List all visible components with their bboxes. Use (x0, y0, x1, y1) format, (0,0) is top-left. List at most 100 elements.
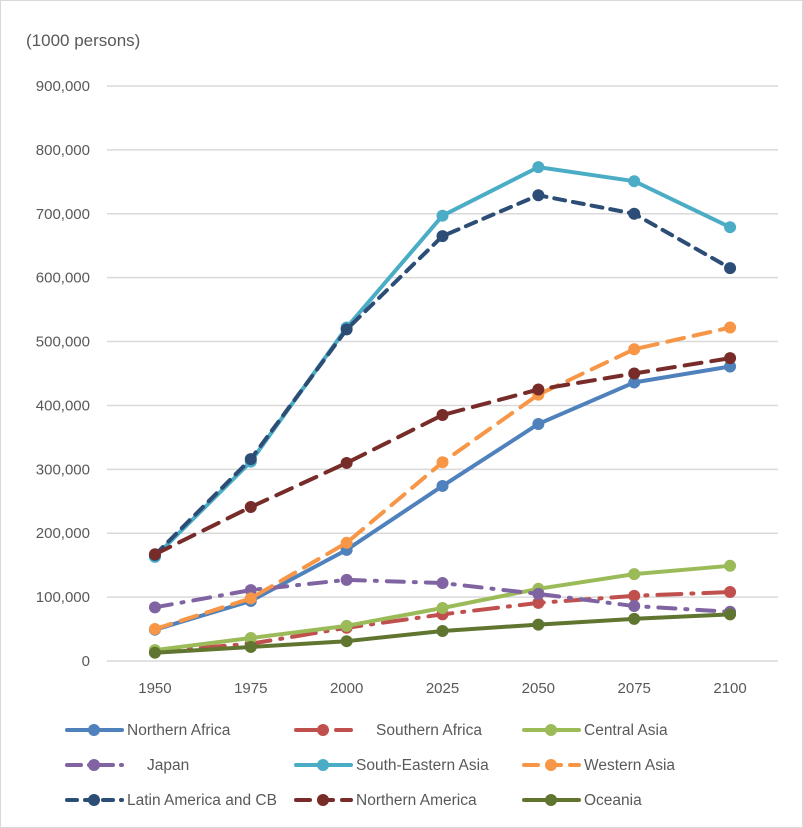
data-point (724, 360, 737, 373)
data-point (148, 548, 161, 561)
series-lines (148, 161, 737, 659)
legend-item: Northern America (294, 792, 477, 809)
y-tick-label: 500,000 (36, 334, 90, 351)
data-point (628, 207, 641, 220)
legend-item: Central Asia (522, 722, 668, 739)
legend-swatch-marker (317, 724, 329, 736)
legend-label: Northern Africa (127, 722, 231, 739)
legend-item: Japan (65, 757, 189, 774)
data-point (244, 584, 257, 597)
legend-label: Southern Africa (376, 722, 482, 739)
data-point (724, 321, 737, 334)
x-tick-label: 2000 (330, 680, 363, 697)
data-point (724, 586, 737, 598)
data-point (436, 479, 449, 492)
x-tick-label: 1975 (234, 680, 267, 697)
data-point (628, 589, 641, 602)
data-point (724, 608, 737, 621)
x-tick-label: 2050 (522, 680, 555, 697)
legend-label: Latin America and CB (127, 792, 277, 809)
data-point (244, 592, 257, 605)
legend-item: Latin America and CB (65, 792, 277, 809)
data-point (724, 559, 737, 572)
y-tick-label: 800,000 (36, 142, 90, 159)
data-point (244, 632, 257, 644)
data-point (436, 601, 449, 614)
y-axis-unit-label: (1000 persons) (26, 31, 141, 50)
data-point (340, 456, 353, 469)
legend-label: Western Asia (584, 757, 675, 774)
legend-item: Southern Africa (294, 722, 482, 739)
data-point (628, 367, 641, 380)
legend-item: Northern Africa (65, 722, 231, 739)
y-tick-label: 400,000 (36, 397, 90, 414)
legend-item: Oceania (522, 792, 642, 809)
data-point (436, 624, 449, 637)
y-axis-ticks: 0 100,000 200,000 300,000 400,000 500,000 600,… (36, 78, 90, 670)
legend-swatch-marker (545, 724, 557, 736)
series-line (152, 193, 733, 557)
data-point (436, 456, 449, 469)
data-point (436, 230, 449, 243)
x-tick-label: 2075 (618, 680, 651, 697)
data-point (628, 568, 641, 581)
data-point (340, 635, 353, 648)
data-point (436, 409, 449, 422)
series-western-asia (148, 321, 737, 636)
data-point (532, 189, 545, 202)
data-point (628, 175, 641, 188)
data-point (724, 352, 737, 365)
data-point (148, 623, 161, 636)
legend-label: Northern America (356, 792, 477, 809)
data-point (532, 618, 545, 631)
y-tick-label: 700,000 (36, 206, 90, 223)
data-point (532, 161, 545, 174)
y-tick-label: 600,000 (36, 270, 90, 287)
data-point (148, 646, 161, 659)
y-tick-label: 900,000 (36, 78, 90, 95)
data-point (628, 343, 641, 356)
series-latin-america-and-cb (148, 189, 737, 561)
legend-swatch-marker (317, 794, 329, 806)
y-tick-label: 100,000 (36, 589, 90, 606)
data-point (340, 573, 353, 586)
series-line (152, 165, 733, 559)
data-point (340, 536, 353, 549)
legend-item: Western Asia (522, 757, 675, 774)
legend-label: South-Eastern Asia (356, 757, 489, 774)
y-tick-label: 200,000 (36, 525, 90, 542)
series-oceania (148, 608, 737, 659)
data-point (628, 376, 641, 389)
data-point (244, 453, 257, 466)
data-point (244, 501, 257, 514)
data-point (532, 587, 545, 600)
data-point (436, 577, 449, 590)
y-tick-label: 0 (82, 653, 90, 670)
legend: Northern Africa Southern Africa Central As… (65, 722, 675, 809)
data-point (340, 619, 353, 632)
x-tick-label: 2100 (713, 680, 746, 697)
x-axis-ticks: 1950 1975 2000 2025 2050 2075 2100 (138, 680, 747, 697)
legend-swatch-marker (317, 759, 329, 771)
series-line (152, 356, 733, 557)
data-point (436, 209, 449, 222)
data-point (532, 383, 545, 396)
legend-swatch-marker (545, 794, 557, 806)
x-tick-label: 2025 (426, 680, 459, 697)
data-point (724, 262, 737, 275)
data-point (244, 640, 257, 653)
data-point (148, 601, 161, 614)
data-point (628, 612, 641, 625)
legend-swatch-marker (88, 724, 100, 736)
data-point (532, 417, 545, 430)
data-point (532, 596, 545, 609)
legend-label: Central Asia (584, 722, 668, 739)
series-northern-america (148, 352, 737, 561)
data-point (628, 600, 641, 613)
data-point (724, 221, 737, 234)
legend-label: Oceania (584, 792, 642, 809)
legend-label: Japan (147, 757, 189, 774)
data-point (340, 323, 353, 336)
